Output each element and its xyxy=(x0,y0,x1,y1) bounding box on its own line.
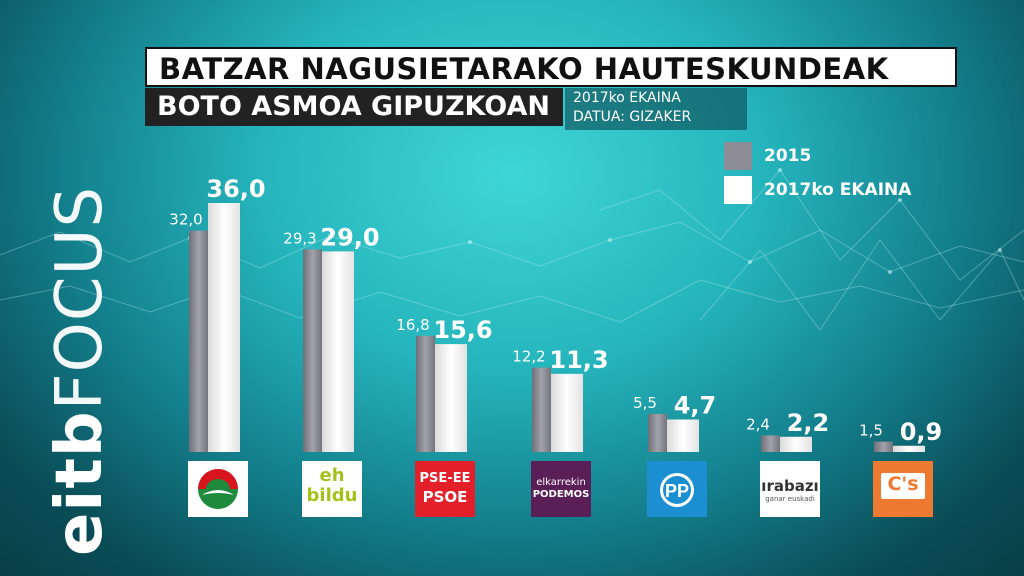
podemos-line2: PODEMOS xyxy=(532,489,590,500)
bar-2015-eaj-pnv xyxy=(189,230,208,452)
ehbildu-line2: bildu xyxy=(306,485,358,506)
bar-2015-elkarrekin-podemos xyxy=(532,367,551,452)
logo-podemos: elkarrekin PODEMOS xyxy=(531,461,591,517)
data-label-2017-pse-ee-psoe: 15,6 xyxy=(433,316,492,344)
data-label-2015-eh-bildu: 29,3 xyxy=(283,229,316,247)
bar-2017-eh-bildu xyxy=(322,251,354,452)
logo-psoe: PSE-EE PSOE xyxy=(415,461,475,517)
data-label-2017-pp: 4,7 xyxy=(674,391,717,419)
cs-label: C's xyxy=(887,473,919,495)
logo-pnv xyxy=(188,461,248,517)
bar-2017-pse-ee-psoe xyxy=(435,344,467,452)
pp-label: PP xyxy=(665,481,689,501)
ehbildu-line1: eh xyxy=(319,465,345,486)
data-label-2017-eaj-pnv: 36,0 xyxy=(206,175,265,203)
data-label-2015-irabazi: 2,4 xyxy=(746,415,770,433)
pnv-emblem xyxy=(198,469,238,509)
data-label-2017-cs: 0,9 xyxy=(900,418,943,446)
data-label-2015-cs: 1,5 xyxy=(859,422,883,440)
title-box: BATZAR NAGUSIETARAKO HAUTESKUNDEAK xyxy=(145,47,957,87)
podemos-line1: elkarrekin xyxy=(536,477,586,488)
data-label-2017-eh-bildu: 29,0 xyxy=(320,223,379,251)
bar-2015-eh-bildu xyxy=(303,249,322,452)
data-label-2015-pse-ee-psoe: 16,8 xyxy=(396,316,429,334)
bar-2015-irabazi xyxy=(761,435,780,452)
bar-2017-eaj-pnv xyxy=(208,203,240,452)
meta-source: DATUA: GIZAKER xyxy=(573,109,692,125)
psoe-line1: PSE-EE xyxy=(419,471,471,486)
subtitle-box: BOTO ASMOA GIPUZKOAN xyxy=(145,88,563,126)
logo-irabazi: ırabazı ganar euskadi xyxy=(760,461,820,517)
bar-2015-pp xyxy=(648,413,667,452)
bar-2017-cs xyxy=(893,445,925,452)
chart-title: BATZAR NAGUSIETARAKO HAUTESKUNDEAK xyxy=(159,52,889,86)
cs-speech-bubble xyxy=(881,473,925,499)
legend-label-2017: 2017ko EKAINA xyxy=(764,180,912,200)
data-label-2017-irabazi: 2,2 xyxy=(787,409,830,437)
psoe-line2: PSOE xyxy=(422,488,468,506)
legend-label-2015: 2015 xyxy=(764,146,812,166)
data-label-2015-elkarrekin-podemos: 12,2 xyxy=(512,348,545,366)
irabazi-line1: ırabazı xyxy=(761,477,819,495)
data-label-2015-eaj-pnv: 32,0 xyxy=(169,211,202,229)
logo-ehbildu: eh bildu xyxy=(302,461,362,517)
bar-2017-pp xyxy=(667,419,699,452)
meta-date: 2017ko EKAINA xyxy=(573,90,681,106)
data-label-2017-elkarrekin-podemos: 11,3 xyxy=(549,346,608,374)
pp-emblem: PP xyxy=(660,473,694,507)
logo-cs: C's xyxy=(873,461,933,517)
legend-swatch-2015 xyxy=(724,142,752,170)
bar-2015-pse-ee-psoe xyxy=(416,335,435,452)
bar-2017-irabazi xyxy=(780,436,812,452)
bar-2017-elkarrekin-podemos xyxy=(551,373,583,452)
meta-box: 2017ko EKAINA DATUA: GIZAKER xyxy=(565,88,747,130)
chart-subtitle: BOTO ASMOA GIPUZKOAN xyxy=(157,91,550,122)
logo-pp: PP xyxy=(647,461,707,517)
irabazi-line2: ganar euskadi xyxy=(765,495,815,503)
data-label-2015-pp: 5,5 xyxy=(633,394,657,412)
bar-2015-cs xyxy=(874,441,893,452)
legend-swatch-2017 xyxy=(724,176,752,204)
